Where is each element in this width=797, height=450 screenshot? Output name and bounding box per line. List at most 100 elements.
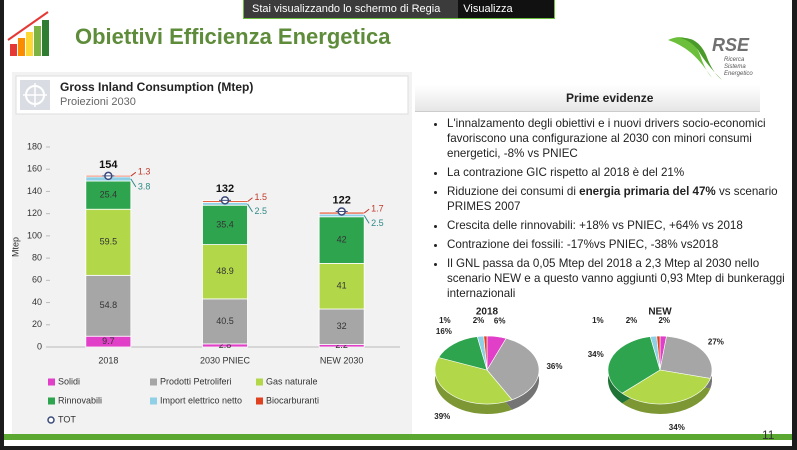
logo-swoosh [668, 37, 712, 78]
pie-slice [483, 335, 488, 371]
segment-label: 25.4 [100, 189, 118, 199]
segment-label: 40.5 [216, 316, 234, 326]
icon-bar [42, 20, 49, 56]
chart-title: Gross Inland Consumption (Mtep) [60, 80, 254, 94]
pie-label: 34% [669, 423, 685, 432]
icon-bar [10, 44, 17, 56]
bar-segment [318, 263, 365, 310]
y-tick-label: 80 [32, 252, 42, 262]
x-tick-label: 2018 [98, 355, 118, 365]
y-tick-label: 120 [27, 208, 42, 218]
logo: RSE [712, 35, 750, 55]
footer-bar [4, 434, 792, 440]
banner-text: Stai visualizzando lo schermo di Regia [252, 3, 441, 15]
pie-slice [434, 357, 513, 405]
pie-title: NEW [648, 307, 672, 318]
logo-line: Energetico [724, 71, 753, 77]
legend-label: Biocarburanti [266, 395, 319, 405]
segment-label: 42 [337, 234, 347, 244]
bullet-text: Riduzione dei consumi di [447, 185, 580, 198]
pie-label: 27% [708, 337, 724, 346]
segment-label: 2.5 [371, 218, 384, 228]
icon-arrow [7, 11, 49, 41]
segment-label: 41 [337, 281, 347, 291]
legend-swatch [256, 397, 263, 405]
evidence-title: Prime evidenze [566, 91, 654, 105]
bullet-text: vs scenario PRIMES 2007 [447, 185, 778, 213]
slide-title: Obiettivi Efficienza Energetica [75, 24, 391, 49]
label-leader [130, 178, 137, 188]
segment-label: 1.5 [255, 192, 268, 202]
pie-label: 36% [546, 362, 562, 371]
legend-swatch [47, 416, 55, 424]
logo-swoosh [680, 37, 722, 80]
segment-label: 1.3 [138, 167, 151, 177]
bullet-list: L'innalzamento degli obiettivi e i nuovi… [428, 116, 797, 305]
icon-bar [34, 26, 41, 56]
pie-label: 1% [439, 316, 451, 325]
label-leader [130, 171, 137, 177]
segment-label: 2.8 [219, 340, 232, 350]
pie-label: 2% [473, 316, 485, 325]
bar-segment [85, 208, 132, 276]
y-tick-label: 180 [27, 141, 42, 151]
legend-swatch [48, 397, 55, 405]
segment-label: 48.9 [216, 266, 234, 276]
pie-slice [438, 336, 488, 371]
label-leader [363, 208, 370, 214]
bar-segment [202, 244, 248, 300]
legend-swatch [150, 378, 157, 386]
legend-label: Solidi [58, 376, 80, 386]
y-tick-label: 60 [32, 275, 42, 285]
segment-label: 2.2 [335, 340, 348, 350]
segment-label: 35.4 [216, 219, 234, 229]
y-tick-label: 0 [37, 341, 42, 351]
pie-label: 6% [494, 317, 506, 326]
segment-label: 54.8 [100, 300, 118, 310]
pie-label: 2% [626, 316, 638, 325]
share-banner: Stai visualizzando lo schermo di Regia V… [243, 0, 555, 33]
logo-line: Sistema [724, 64, 746, 70]
bullet-bold: energia primaria del 47% [579, 185, 716, 198]
bullet: Crescita delle rinnovabili: +18% vs PNIE… [447, 218, 797, 233]
y-tick-label: 40 [32, 297, 42, 307]
label-leader [247, 197, 253, 203]
legend-swatch [48, 378, 55, 386]
legend-swatch [150, 397, 157, 405]
segment-label: 3.8 [138, 181, 151, 191]
page-number: 11 [762, 428, 775, 442]
total-label: 122 [332, 194, 350, 206]
segment-label: 9.7 [102, 336, 115, 346]
evidence-header [415, 85, 760, 112]
y-tick-label: 100 [27, 230, 42, 240]
total-label: 154 [99, 159, 118, 171]
legend-label: Rinnovabili [58, 395, 102, 405]
options-button[interactable]: Visualizza opzioni [458, 0, 554, 33]
bar-segment [202, 298, 248, 345]
y-tick-label: 140 [27, 186, 42, 196]
pie-slice [659, 335, 713, 379]
bullet: L'innalzamento degli obiettivi e i nuovi… [447, 116, 797, 161]
legend-label: Import elettrico netto [160, 395, 242, 405]
segment-label: 2.5 [255, 206, 268, 216]
bullet: Riduzione dei consumi di energia primari… [447, 184, 797, 214]
pie-label: 34% [588, 350, 604, 359]
y-axis-label: Mtep [10, 237, 20, 257]
y-tick-label: 20 [32, 319, 42, 329]
total-label: 132 [216, 183, 234, 195]
pie-label: 2% [658, 316, 670, 325]
y-tick-label: 160 [27, 164, 42, 174]
pie-slice [621, 369, 711, 405]
x-tick-label: 2030 PNIEC [200, 355, 251, 365]
bullet: Contrazione dei fossili: -17%vs PNIEC, -… [447, 237, 797, 252]
chart-header [15, 75, 409, 115]
segment-label: 59.5 [100, 237, 118, 247]
icon-bar [18, 38, 25, 56]
legend-swatch [256, 378, 263, 386]
bullet: Il GNL passa da 0,05 Mtep del 2018 a 2,3… [447, 256, 797, 301]
pie-title: 2018 [476, 307, 499, 318]
legend-label: Gas naturale [266, 376, 318, 386]
logo-subtitle: Ricerca Sistema Energetico [724, 57, 753, 78]
logo-line: Ricerca [724, 57, 745, 63]
